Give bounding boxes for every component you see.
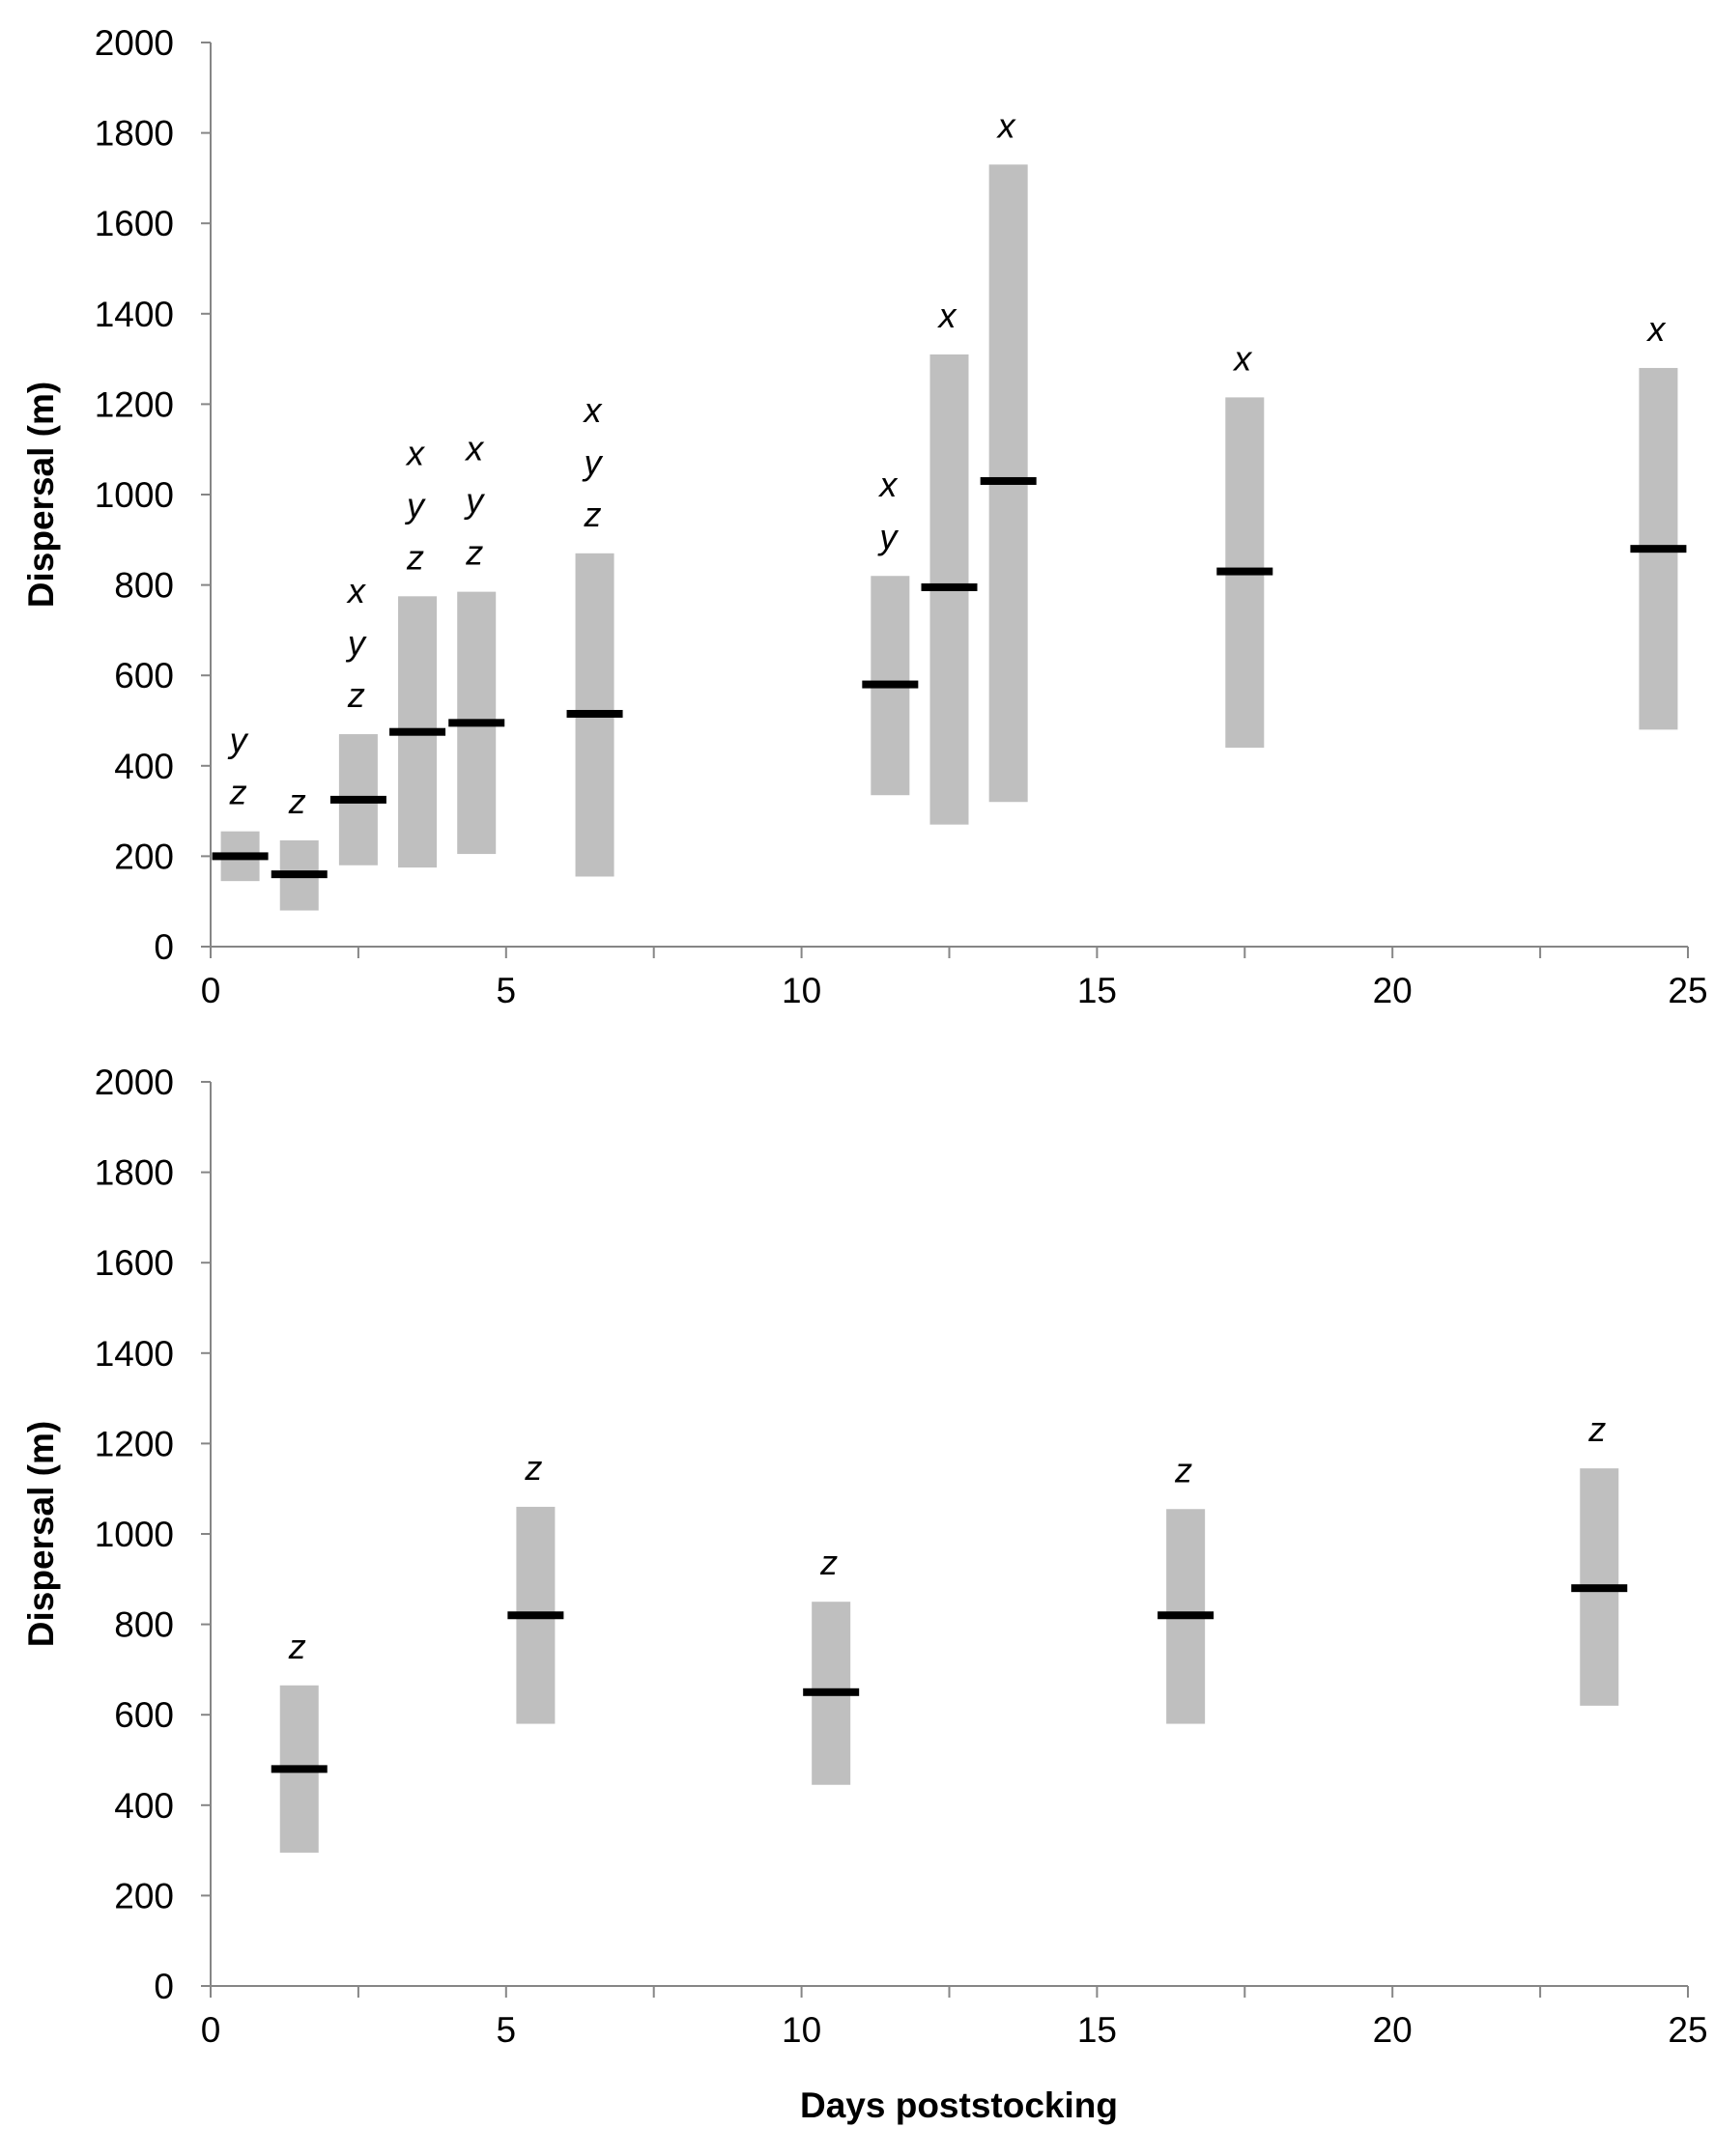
median-marker bbox=[921, 582, 978, 591]
y-tick-label: 1600 bbox=[95, 204, 174, 243]
x-tick-label: 10 bbox=[782, 2010, 821, 2050]
x-tick-label: 20 bbox=[1373, 2010, 1413, 2050]
y-tick-label: 0 bbox=[154, 1967, 174, 2006]
x-tick-label: 5 bbox=[497, 2010, 517, 2050]
significance-letter: z bbox=[1174, 1450, 1192, 1489]
y-tick-label: 1000 bbox=[95, 475, 174, 515]
median-marker bbox=[862, 680, 919, 689]
y-tick-label: 800 bbox=[114, 1605, 174, 1645]
median-marker bbox=[1571, 1584, 1628, 1593]
x-tick-label: 15 bbox=[1077, 971, 1117, 1010]
y-tick-label: 0 bbox=[154, 927, 174, 967]
median-marker bbox=[271, 870, 328, 879]
median-marker bbox=[980, 476, 1037, 485]
y-tick-label: 200 bbox=[114, 837, 174, 876]
significance-letter: z bbox=[465, 533, 483, 573]
median-marker bbox=[329, 795, 386, 804]
median-marker bbox=[212, 852, 269, 861]
y-tick-label: 1200 bbox=[95, 384, 174, 424]
y-tick-label: 600 bbox=[114, 656, 174, 695]
median-marker bbox=[1216, 567, 1273, 576]
significance-letter: x bbox=[1645, 309, 1667, 349]
significance-letter: y bbox=[876, 517, 899, 556]
median-marker bbox=[1630, 545, 1687, 553]
significance-letter: x bbox=[996, 105, 1017, 145]
median-marker bbox=[1157, 1611, 1214, 1620]
y-tick-label: 1400 bbox=[95, 1334, 174, 1374]
y-tick-label: 1000 bbox=[95, 1515, 174, 1554]
bottom-panel: 0 200 400 600 800 1000 1200 1400 1600 1800 2000 0 5 1… bbox=[21, 1063, 1708, 2125]
median-marker bbox=[389, 727, 446, 736]
top-panel: 0 200 400 600 800 1000 1200 1400 1600 1800 2000 0 5 1… bbox=[21, 23, 1708, 1010]
x-tick-label: 5 bbox=[497, 971, 517, 1010]
median-marker bbox=[566, 709, 623, 718]
y-tick-label: 2000 bbox=[95, 1063, 174, 1102]
median-marker bbox=[271, 1765, 328, 1773]
y-tick-label: 2000 bbox=[95, 23, 174, 63]
significance-letter: y bbox=[463, 481, 485, 521]
significance-letter: y bbox=[227, 721, 249, 760]
significance-letter: x bbox=[464, 429, 485, 468]
median-marker bbox=[507, 1611, 564, 1620]
y-tick-label: 1200 bbox=[95, 1424, 174, 1463]
x-tick-label: 10 bbox=[782, 971, 821, 1010]
median-marker bbox=[803, 1688, 860, 1696]
significance-letter: x bbox=[583, 390, 604, 430]
x-tick-label: 0 bbox=[201, 2010, 221, 2050]
significance-letter: y bbox=[582, 442, 604, 482]
y-tick-label: 1600 bbox=[95, 1243, 174, 1283]
significance-letter: z bbox=[584, 495, 602, 534]
significance-letter: z bbox=[524, 1448, 542, 1488]
y-axis-title: Dispersal (m) bbox=[21, 382, 61, 608]
x-axis-title: Days poststocking bbox=[800, 2085, 1118, 2125]
x-tick-label: 0 bbox=[201, 971, 221, 1010]
significance-letter: z bbox=[288, 1627, 306, 1666]
significance-letter: y bbox=[345, 623, 367, 663]
y-axis-title: Dispersal (m) bbox=[21, 1421, 61, 1647]
y-tick-label: 1800 bbox=[95, 114, 174, 154]
y-tick-label: 200 bbox=[114, 1876, 174, 1915]
x-tick-label: 25 bbox=[1668, 2010, 1707, 2050]
significance-letter: z bbox=[288, 781, 306, 821]
x-tick-label: 15 bbox=[1077, 2010, 1117, 2050]
x-tick-label: 20 bbox=[1373, 971, 1413, 1010]
median-marker bbox=[448, 719, 505, 727]
y-tick-label: 1400 bbox=[95, 295, 174, 334]
significance-letter: x bbox=[346, 571, 367, 610]
y-tick-label: 600 bbox=[114, 1695, 174, 1735]
y-tick-label: 400 bbox=[114, 747, 174, 786]
significance-letter: z bbox=[819, 1543, 838, 1582]
significance-letter: x bbox=[1232, 338, 1253, 378]
significance-letter: y bbox=[404, 485, 426, 525]
significance-letter: z bbox=[406, 537, 424, 577]
significance-letter: x bbox=[877, 465, 899, 504]
significance-letter: x bbox=[405, 433, 426, 472]
significance-letter: z bbox=[347, 675, 365, 715]
y-tick-label: 400 bbox=[114, 1786, 174, 1826]
x-tick-label: 25 bbox=[1668, 971, 1707, 1010]
y-tick-label: 800 bbox=[114, 566, 174, 606]
y-tick-label: 1800 bbox=[95, 1153, 174, 1193]
significance-letter: z bbox=[229, 773, 247, 812]
significance-letter: x bbox=[937, 296, 958, 335]
significance-letter: z bbox=[1587, 1409, 1606, 1449]
